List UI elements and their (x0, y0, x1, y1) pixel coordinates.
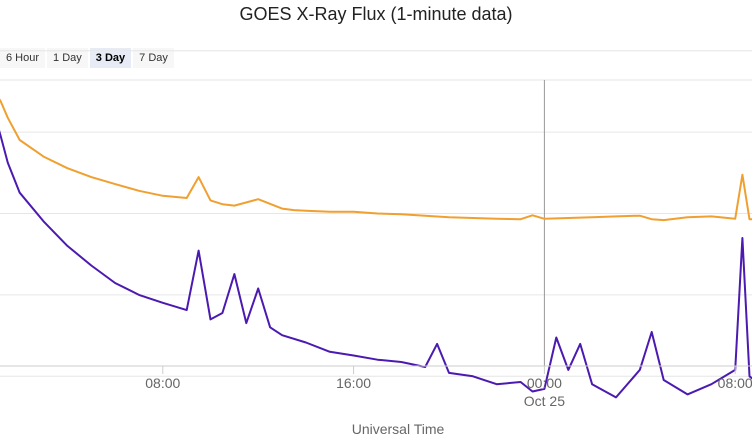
x-tick-label: 08:00 (145, 375, 180, 391)
x-axis-title: Universal Time (352, 421, 445, 437)
x-tick-date-label: Oct 25 (524, 393, 565, 409)
range-3-day-button[interactable]: 3 Day (89, 48, 132, 68)
range-1-day-button[interactable]: 1 Day (47, 48, 88, 68)
grid-layer (0, 50, 752, 377)
chart-title: GOES X-Ray Flux (1-minute data) (239, 4, 513, 24)
short-channel-series-line (0, 130, 752, 399)
range-7-day-button[interactable]: 7 Day (133, 48, 174, 68)
range-6-hour-button[interactable]: 6 Hour (0, 48, 46, 68)
x-tick-label: 08:00 (718, 375, 752, 391)
range-selector: 6 Hour 1 Day 3 Day 7 Day (0, 48, 174, 68)
x-tick-label: 16:00 (336, 375, 371, 391)
series-layer (0, 98, 752, 399)
x-tick-label: 00:00 (527, 375, 562, 391)
long-channel-series-line (0, 98, 752, 222)
